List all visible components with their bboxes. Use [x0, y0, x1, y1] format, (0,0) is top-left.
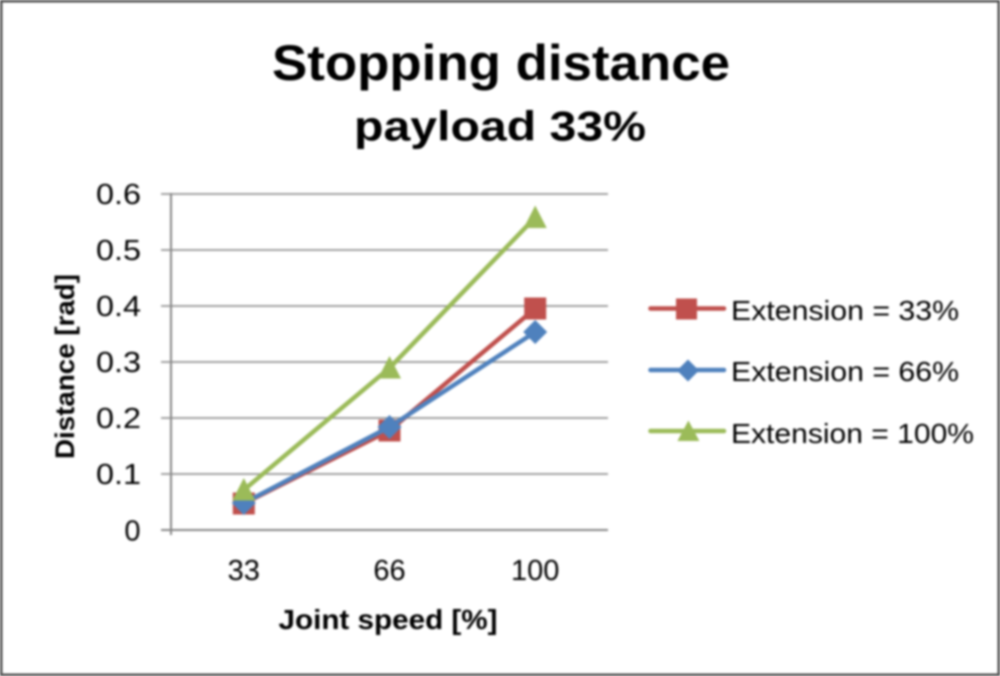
svg-text:Extension = 33%: Extension = 33% [731, 295, 959, 326]
svg-text:0.4: 0.4 [96, 291, 141, 323]
svg-text:Stopping distance: Stopping distance [272, 35, 730, 91]
svg-text:Extension = 100%: Extension = 100% [731, 418, 974, 449]
svg-text:Distance [rad]: Distance [rad] [50, 274, 80, 459]
svg-text:0.5: 0.5 [96, 235, 141, 267]
svg-text:Extension = 66%: Extension = 66% [731, 356, 959, 387]
svg-text:0.6: 0.6 [96, 179, 141, 211]
svg-text:0.2: 0.2 [96, 403, 141, 435]
svg-text:Joint speed [%]: Joint speed [%] [279, 604, 498, 635]
svg-text:66: 66 [373, 555, 405, 587]
svg-text:0.1: 0.1 [96, 459, 141, 491]
svg-text:payload 33%: payload 33% [354, 103, 646, 150]
svg-text:0: 0 [124, 516, 140, 548]
svg-text:33: 33 [228, 555, 260, 587]
svg-text:100: 100 [511, 555, 559, 587]
svg-text:0.3: 0.3 [96, 347, 141, 379]
